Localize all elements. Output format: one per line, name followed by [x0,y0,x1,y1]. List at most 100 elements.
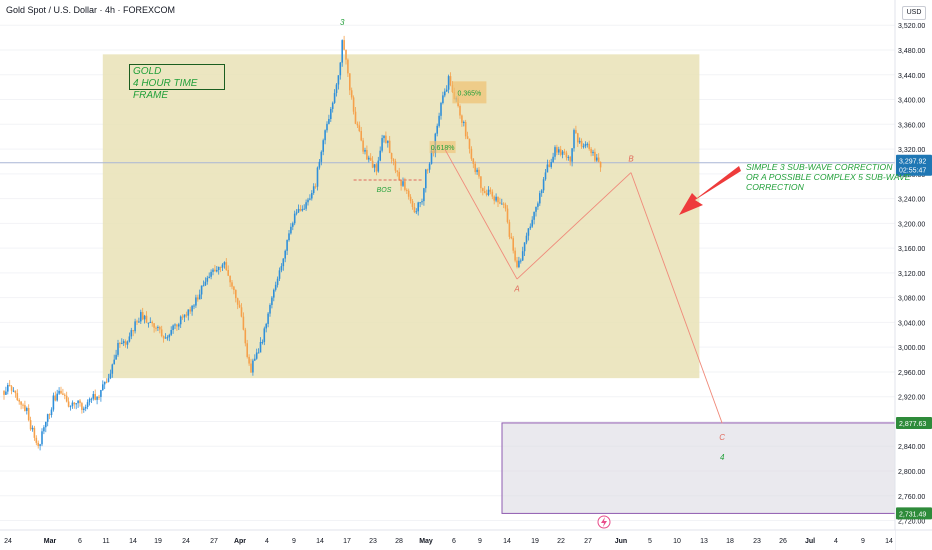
candle-body [525,235,528,243]
candle-body [92,393,95,399]
candle-body [202,285,205,287]
candle-body [497,196,499,203]
level-badge [896,507,932,520]
level-badge-value: 2,877.63 [899,421,926,428]
candle-body [320,151,323,162]
candle-body [368,157,370,160]
candle-body [276,278,279,285]
x-tick-label: 27 [210,538,218,545]
candle-body [406,189,408,191]
candle-body [126,341,129,345]
candle-body [60,390,62,394]
y-tick-label: 3,440.00 [898,73,925,80]
candle-body [411,201,414,207]
candle-body [71,402,74,407]
candle-body [174,324,176,326]
candle-body [466,136,469,139]
candle-body [90,398,93,400]
candle-body [417,202,419,212]
candle-body [461,115,463,123]
candle-body [520,260,522,262]
candle-body [282,258,285,267]
candle-body [578,140,581,143]
x-tick-label: Mar [44,538,57,545]
candle-body [50,409,53,415]
candle-body [105,381,108,383]
currency-button[interactable]: USD [902,6,926,20]
candle-body [103,381,106,385]
x-tick-label: Jun [615,538,627,545]
candles [3,35,602,451]
candle-body [567,156,570,158]
info-box-line1: GOLD [133,66,162,77]
x-tick-label: 28 [395,538,403,545]
lightning-icon[interactable] [597,515,611,529]
candle-body [231,282,233,287]
candle-body [499,202,501,204]
x-tick-label: 14 [316,538,324,545]
candle-body [539,193,541,204]
candle-body [558,149,560,153]
candle-body [117,342,119,355]
candle-body [586,143,589,145]
candle-body [151,321,153,324]
candle-body [288,233,290,241]
candle-body [523,242,526,252]
candle-body [407,190,410,197]
price-axis[interactable] [895,0,932,550]
candle-body [360,131,362,141]
candle-body [102,384,104,391]
candle-body [297,208,300,213]
candle-body [267,313,269,324]
candle-body [96,396,98,400]
x-tick-label: 9 [292,538,296,545]
candle-body [244,329,247,344]
x-tick-label: 23 [753,538,761,545]
candle-body [26,407,28,411]
candle-body [75,403,77,405]
x-tick-label: 10 [673,538,681,545]
y-tick-label: 3,480.00 [898,48,925,55]
candle-body [263,328,266,342]
time-axis[interactable] [0,530,895,550]
candle-body [468,138,471,149]
y-axis-ticks: 2,720.002,760.002,800.002,840.002,880.00… [898,23,925,525]
arrow-shape [679,166,741,215]
candle-body [426,169,429,171]
candle-body [328,118,330,124]
candle-body [540,190,543,194]
candle-body [398,171,400,181]
candle-body [343,40,345,50]
current-price-countdown: 02:55:47 [899,168,926,175]
candle-body [259,342,262,353]
candle-body [345,49,347,60]
x-tick-label: 19 [531,538,539,545]
candle-body [400,180,402,186]
candle-body [3,390,5,395]
candle-body [138,321,140,323]
candle-body [124,341,127,345]
candle-body [216,270,218,272]
candle-body [67,401,70,407]
x-tick-label: 14 [503,538,511,545]
fib-365-box [452,81,487,104]
candle-body [141,312,144,320]
candle-body [65,395,68,402]
candle-body [81,403,83,410]
y-tick-label: 3,160.00 [898,246,925,253]
candle-body [423,188,425,202]
candle-body [303,208,305,210]
candle-body [371,160,374,168]
candle-body [312,186,315,193]
candle-body [168,334,171,338]
candle-body [176,324,178,327]
candle-body [88,399,91,403]
candle-body [415,211,418,213]
wave-projection: 3 A B C 4 [340,18,725,462]
candle-body [590,148,592,154]
candle-body [200,285,203,295]
candle-body [364,149,366,152]
candle-body [140,312,142,322]
candle-body [529,226,532,229]
